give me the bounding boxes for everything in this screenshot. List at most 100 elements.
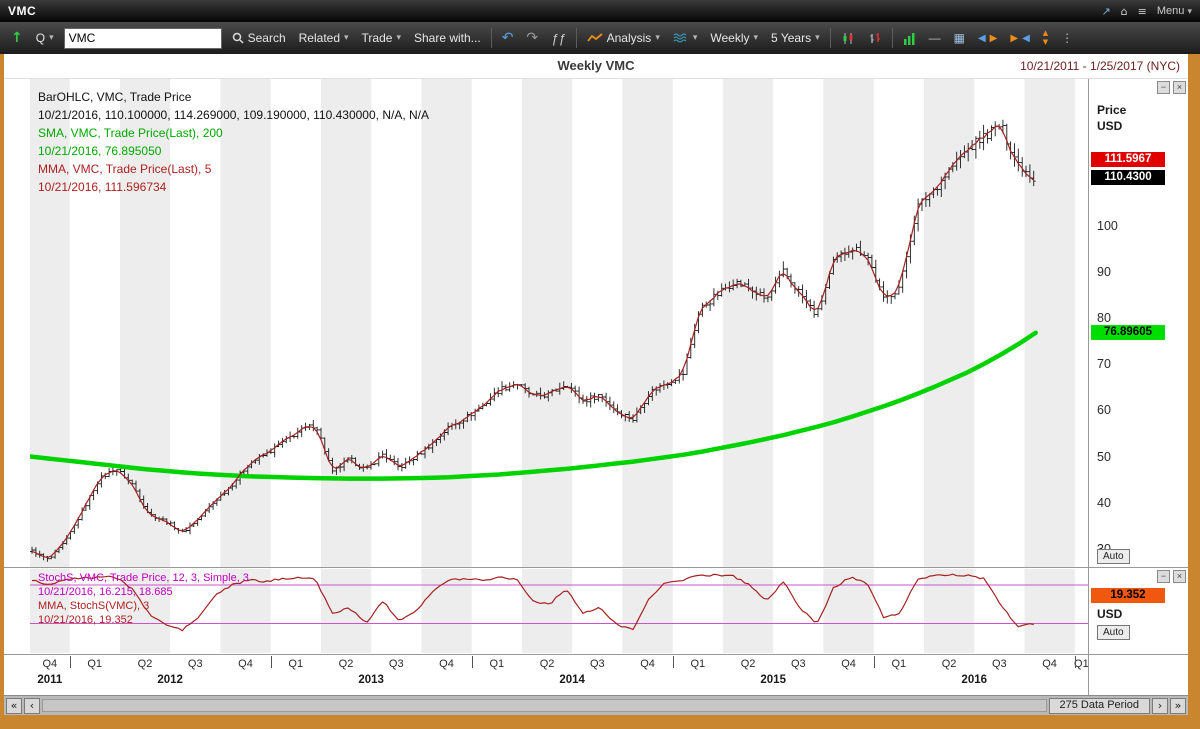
scroll-right-button[interactable]: › [1152, 697, 1168, 714]
chevron-down-icon: ▾ [1187, 7, 1192, 17]
scroll-far-right-button[interactable]: » [1170, 697, 1186, 714]
range-dropdown[interactable]: 5 Years ▾ [771, 31, 820, 45]
close-value-badge: 110.4300 [1091, 170, 1165, 186]
quarter-tick-label: Q4 [42, 658, 58, 670]
axis-unit: USD [1097, 119, 1123, 133]
search-button[interactable]: Search [229, 29, 289, 47]
price-tick-label: 60 [1097, 403, 1111, 418]
bar-style-button[interactable] [865, 30, 885, 47]
toolbar-separator [490, 28, 492, 48]
quarter-tick-label: Q1 [690, 658, 706, 670]
price-tick-label: 70 [1097, 357, 1111, 372]
stochastic-panel: StochS, VMC, Trade Price, 12, 3, Simple,… [4, 568, 1188, 655]
undo-button[interactable]: ↶ [501, 30, 514, 46]
chart-title: Weekly VMC [557, 58, 635, 73]
scale-up-down-button[interactable]: ▲ ▼ [1040, 29, 1051, 47]
analysis-dropdown[interactable]: Analysis ▾ [584, 29, 663, 47]
quarter-tick-label: Q3 [187, 658, 203, 670]
symbol-link-button[interactable]: ↑ [11, 30, 23, 46]
quarter-tick-label: Q2 [137, 658, 153, 670]
formulas-button[interactable]: ƒƒ [551, 30, 566, 46]
price-tick-label: 100 [1097, 219, 1118, 234]
scroll-far-left-button[interactable]: « [6, 697, 22, 714]
menu-button[interactable]: Menu ▾ [1156, 5, 1192, 17]
popout-icon[interactable]: ↗ [1101, 4, 1111, 18]
redo-button[interactable]: ↷ [526, 30, 539, 46]
arrow-right-icon: ▶ [1010, 32, 1019, 44]
layout-grid-button[interactable]: ▦ [953, 31, 965, 45]
stoch-auto-scale-button[interactable]: Auto [1097, 625, 1130, 640]
toolbar-overflow-button[interactable]: ⋮ [1061, 31, 1074, 45]
sma-value-badge: 76.89605 [1091, 324, 1165, 340]
chevron-down-icon: ▾ [49, 33, 54, 43]
chevron-down-icon: ▾ [692, 33, 698, 43]
scroll-left-button[interactable]: ‹ [24, 697, 40, 714]
volume-bars-icon [903, 32, 915, 45]
stochastic-chart-canvas[interactable] [30, 569, 1088, 653]
chevron-down-icon: ▾ [753, 33, 759, 43]
quarter-tick-label: Q2 [338, 658, 354, 670]
scroll-left-right-button[interactable]: ◀ ▶ [975, 31, 1000, 46]
quarter-tick-label: Q3 [790, 658, 806, 670]
price-tick-label: 90 [1097, 265, 1111, 280]
arrow-left-icon: ◀ [1022, 32, 1030, 44]
quote-type-dropdown[interactable]: Q ▾ [35, 31, 54, 45]
events-dropdown[interactable]: ▾ [670, 31, 701, 45]
data-period-button[interactable]: 275 Data Period [1048, 697, 1150, 714]
year-tick-label: 2011 [37, 674, 63, 686]
year-separator-tick [672, 656, 674, 668]
time-axis-row: Q4 Q1 Q2 Q3 Q4 Q1 Q2 Q3 Q4 Q1 Q2 Q3 Q4 Q1 Q2 Q3 Q4 Q1 Q2 Q3… [4, 655, 1188, 695]
analysis-chart-icon [586, 33, 603, 42]
quarter-tick-label: Q4 [841, 658, 856, 670]
year-separator-tick [471, 656, 473, 668]
waves-icon [673, 33, 687, 43]
price-chart-canvas[interactable] [30, 79, 1088, 567]
chart-date-range: 10/21/2011 - 1/25/2017 (NYC) [1020, 59, 1180, 73]
quarter-tick-label: Q1 [489, 658, 505, 670]
drawing-tools-button[interactable]: — [928, 31, 941, 45]
quarter-tick-label: Q1 [288, 658, 304, 670]
toolbar-separator [891, 28, 893, 48]
arrow-down-icon: ▼ [1042, 38, 1049, 46]
chevron-down-icon: ▾ [815, 33, 820, 43]
panel-close-icon[interactable]: × [1173, 570, 1186, 583]
quarter-tick-label: Q3 [589, 658, 605, 670]
stochastic-axis: − × 19.352 USD Auto [1088, 568, 1188, 654]
share-button[interactable]: Share with... [413, 31, 481, 45]
quarter-tick-label: Q1 [1074, 658, 1089, 670]
price-axis: − × Price USD 111.5967 110.4300 76.89605… [1088, 79, 1188, 567]
zoom-in-out-button[interactable]: ▶ ◀ [1007, 31, 1032, 46]
quarter-tick-label: Q4 [1042, 658, 1057, 670]
home-icon[interactable]: ⌂ [1120, 4, 1128, 18]
price-tick-label: 40 [1097, 495, 1111, 510]
scrollbar-track[interactable] [42, 699, 1047, 712]
arrow-right-icon: ▶ [989, 32, 998, 44]
arrow-left-icon: ◀ [977, 32, 986, 44]
chevron-down-icon: ▾ [396, 33, 401, 43]
quarter-tick-label: Q4 [439, 658, 454, 670]
related-dropdown[interactable]: Related ▾ [298, 31, 349, 45]
trade-dropdown[interactable]: Trade ▾ [361, 31, 401, 45]
toolbar-separator [829, 28, 831, 48]
quarter-tick-label: Q1 [87, 658, 103, 670]
frequency-dropdown[interactable]: Weekly ▾ [710, 31, 759, 45]
volume-button[interactable] [900, 30, 919, 47]
symbol-input[interactable] [63, 27, 222, 49]
quarter-tick-label: Q2 [740, 658, 756, 670]
year-tick-label: 2014 [559, 674, 585, 686]
arrow-up-icon: ▲ [1042, 29, 1049, 37]
panel-close-icon[interactable]: × [1173, 81, 1186, 94]
panel-minimize-icon[interactable]: − [1157, 81, 1170, 94]
year-separator-tick [873, 656, 875, 668]
year-separator-tick [69, 656, 71, 668]
axis-unit: USD [1097, 607, 1123, 621]
panel-minimize-icon[interactable]: − [1157, 570, 1170, 583]
price-tick-label: 80 [1097, 311, 1111, 326]
stoch-value-badge: 19.352 [1091, 588, 1165, 603]
year-separator-tick [1074, 656, 1076, 668]
candlestick-icon [843, 32, 853, 44]
candle-style-button[interactable] [838, 30, 858, 47]
chart-frame: Weekly VMC 10/21/2011 - 1/25/2017 (NYC) … [0, 54, 1200, 729]
price-auto-scale-button[interactable]: Auto [1097, 549, 1130, 564]
